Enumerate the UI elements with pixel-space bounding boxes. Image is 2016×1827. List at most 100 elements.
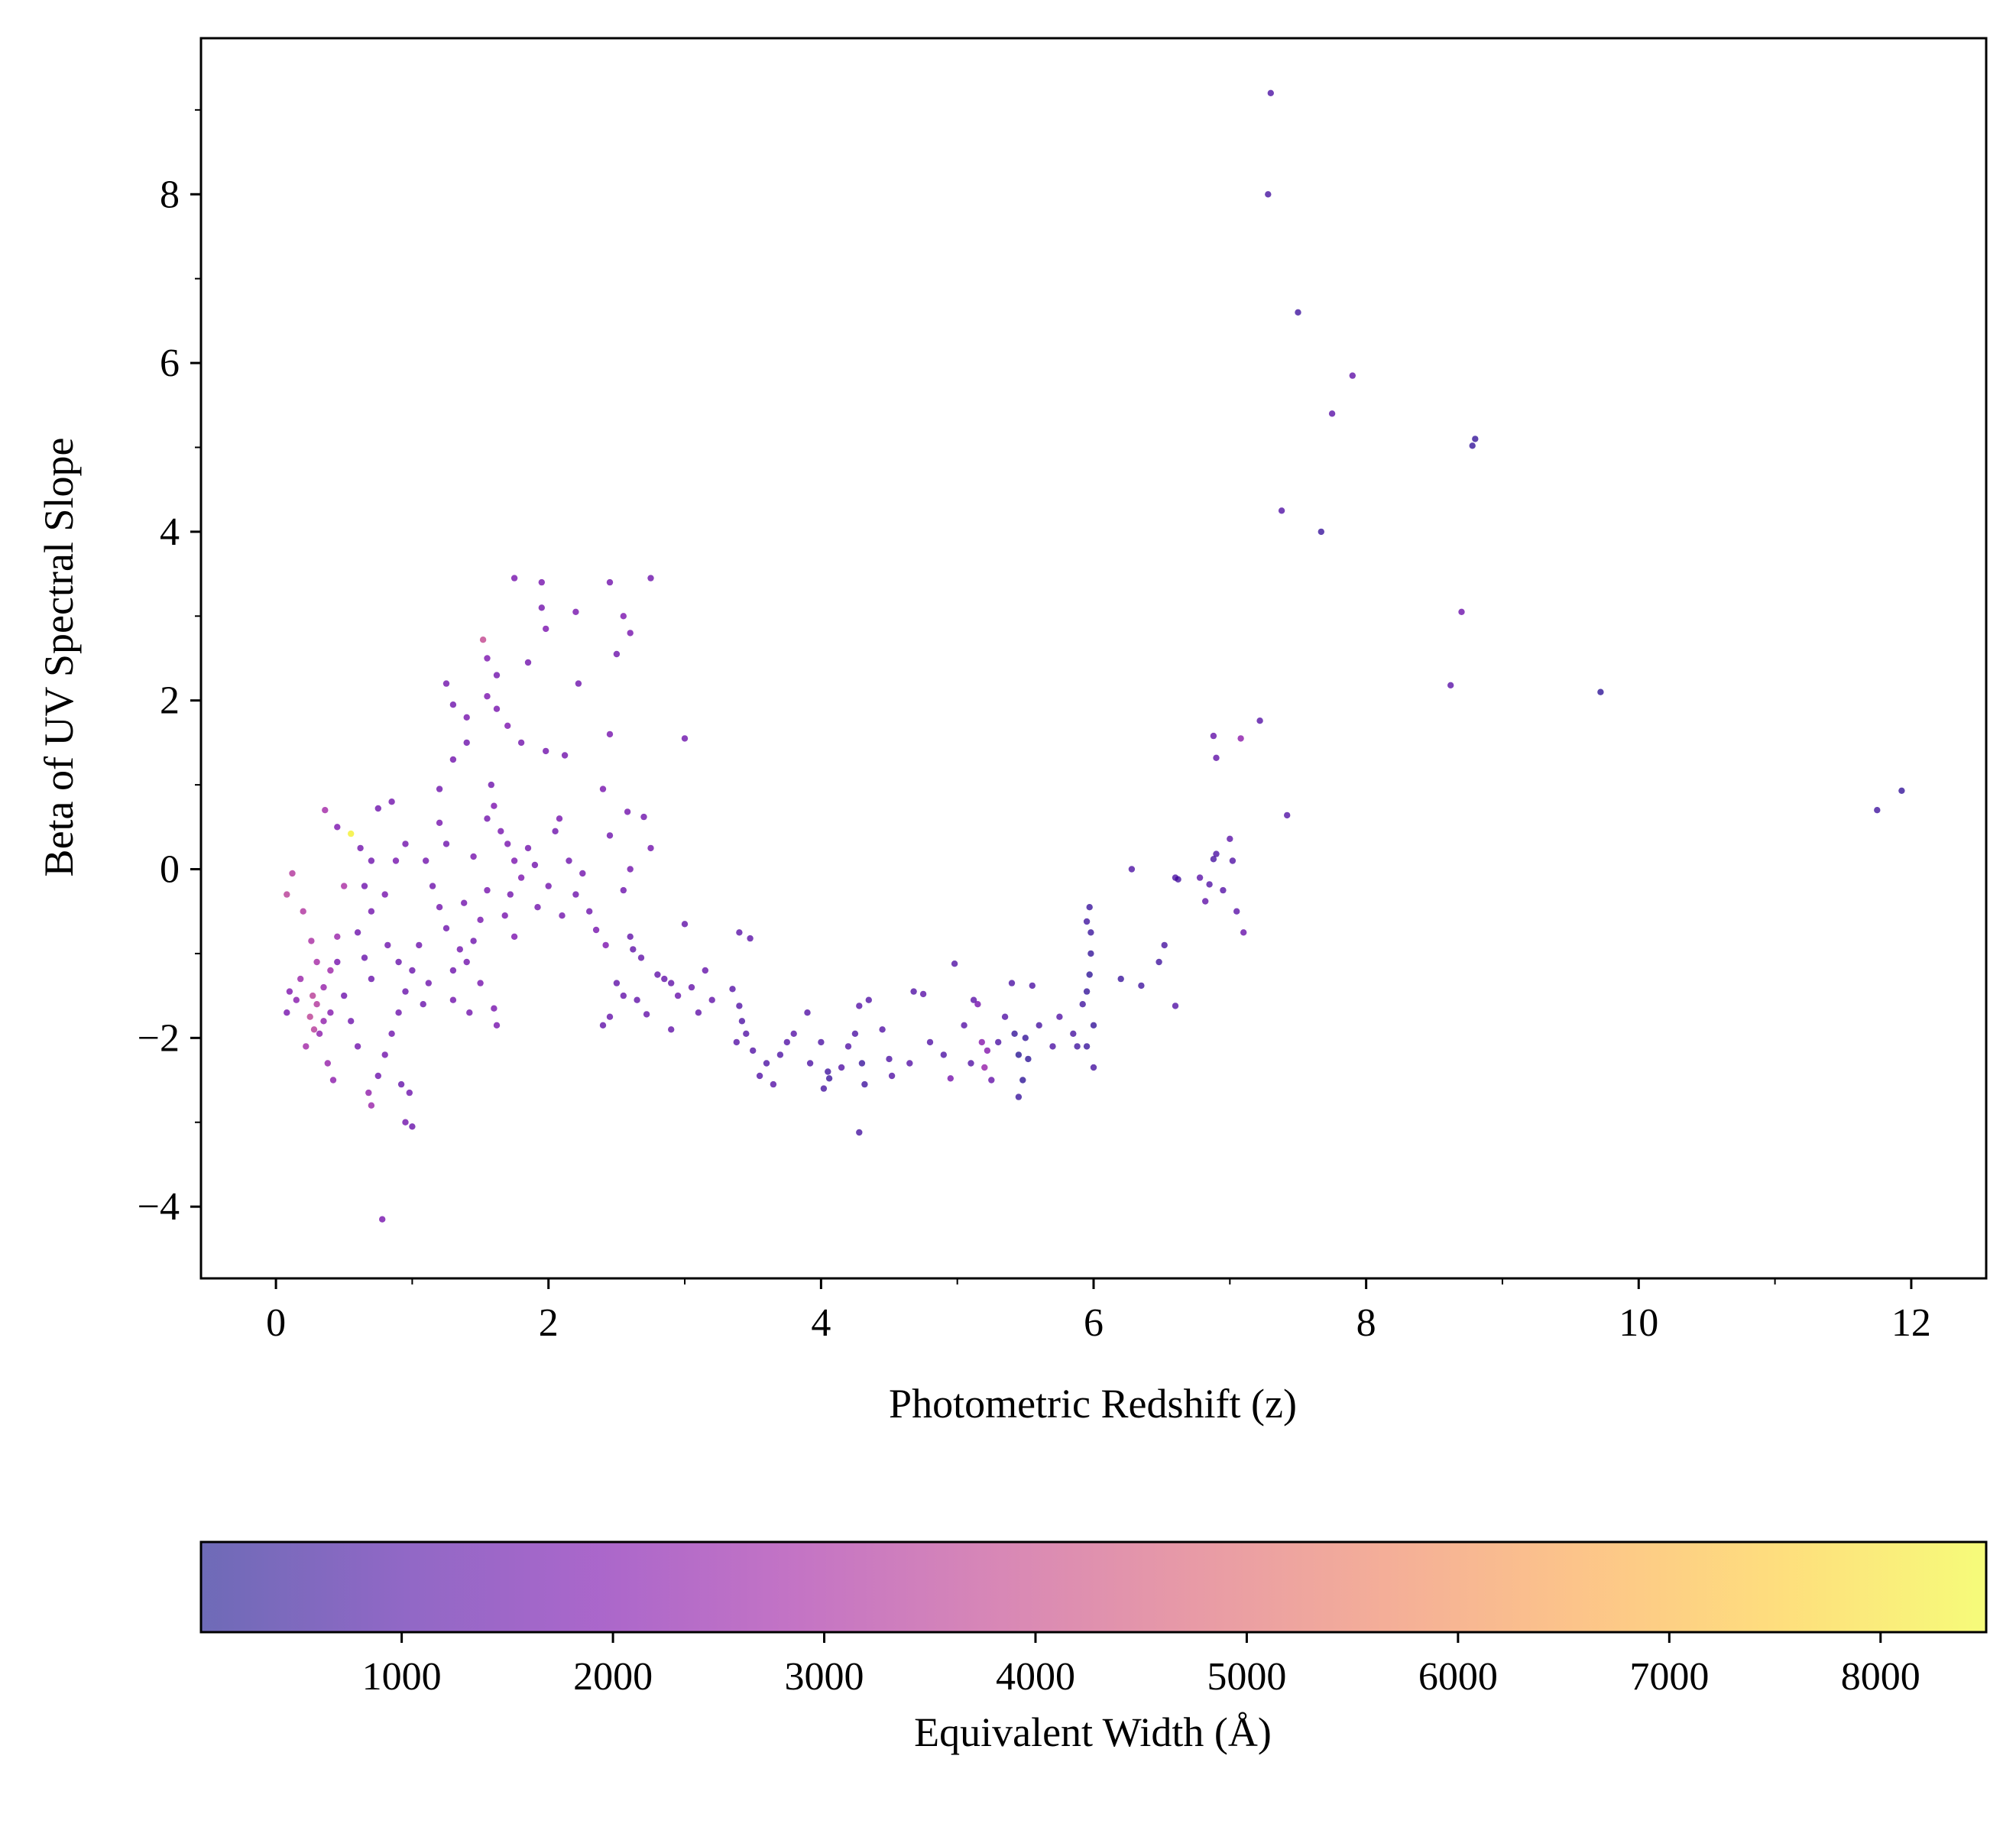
colorbar-tick-label: 8000 — [1841, 1655, 1920, 1699]
data-point — [524, 659, 532, 666]
data-point — [348, 830, 355, 837]
data-point — [357, 844, 364, 852]
data-point — [416, 941, 423, 949]
data-point — [1240, 929, 1247, 936]
y-tick-label: 0 — [160, 848, 180, 892]
data-point — [538, 604, 545, 611]
colorbar-tick-label: 7000 — [1629, 1655, 1709, 1699]
data-point — [708, 996, 715, 1003]
data-point — [1284, 811, 1291, 819]
data-point — [661, 975, 668, 983]
data-point — [368, 908, 375, 915]
data-point — [436, 819, 443, 827]
x-tick-label: 12 — [1891, 1301, 1931, 1345]
data-point — [510, 857, 518, 864]
data-point — [984, 1047, 991, 1054]
data-point — [556, 815, 563, 822]
data-point — [1447, 682, 1454, 688]
data-point — [586, 908, 593, 915]
data-point — [484, 693, 491, 700]
data-point — [284, 1009, 290, 1016]
data-point — [310, 1026, 318, 1033]
data-point — [395, 958, 402, 966]
data-point — [1213, 850, 1220, 857]
data-point — [702, 967, 708, 974]
data-point — [790, 1030, 797, 1038]
data-point — [736, 929, 743, 936]
data-point — [1029, 982, 1036, 990]
data-point — [384, 941, 391, 949]
data-point — [1019, 1077, 1026, 1084]
data-point — [770, 1080, 777, 1088]
y-tick-label: 2 — [160, 679, 180, 723]
x-tick-label: 8 — [1356, 1301, 1376, 1345]
data-point — [738, 1018, 746, 1025]
data-point — [368, 857, 375, 864]
data-point — [498, 828, 504, 835]
data-point — [491, 802, 498, 809]
data-points — [284, 89, 1905, 1223]
data-point — [637, 954, 645, 961]
data-point — [545, 883, 552, 889]
data-point — [1015, 1051, 1023, 1058]
data-point — [479, 637, 487, 643]
data-point — [327, 967, 334, 974]
data-point — [1056, 1013, 1063, 1020]
data-point — [303, 1043, 310, 1050]
data-point — [858, 1060, 866, 1067]
data-point — [463, 739, 470, 747]
data-point — [559, 912, 566, 919]
data-point — [910, 988, 917, 995]
data-point — [313, 958, 320, 966]
data-point — [361, 883, 368, 889]
data-point — [926, 1038, 934, 1046]
y-tick-label: 4 — [160, 510, 180, 554]
data-point — [620, 886, 627, 894]
data-point — [1086, 971, 1093, 978]
data-point — [1265, 191, 1272, 198]
data-point — [620, 613, 627, 620]
data-point — [1083, 1043, 1091, 1050]
data-point — [484, 655, 491, 662]
data-point — [1128, 866, 1136, 873]
data-point — [856, 1129, 863, 1136]
x-tick-label: 10 — [1619, 1301, 1658, 1345]
data-point — [1087, 929, 1094, 936]
data-point — [736, 1003, 743, 1009]
data-point — [320, 1018, 327, 1025]
data-point — [592, 926, 600, 934]
data-point — [293, 996, 300, 1003]
data-point — [733, 1038, 740, 1046]
colorbar-tick-label: 6000 — [1418, 1655, 1498, 1699]
data-point — [493, 672, 501, 679]
data-point — [838, 1064, 845, 1071]
data-point — [906, 1060, 913, 1067]
data-point — [856, 1003, 863, 1009]
data-point — [1011, 1030, 1018, 1038]
colorbar-tick-label: 4000 — [996, 1655, 1075, 1699]
data-point — [940, 1051, 948, 1058]
colorbar: 1000 2000 3000 4000 5000 6000 7000 8000 — [199, 1540, 1988, 1699]
data-point — [804, 1009, 811, 1016]
colorbar-title: Equivalent Width (Å) — [914, 1709, 1272, 1755]
data-point — [951, 960, 958, 967]
data-point — [599, 1022, 607, 1029]
data-point — [851, 1030, 859, 1038]
data-point — [1227, 835, 1233, 843]
data-point — [627, 866, 634, 873]
data-point — [776, 1051, 784, 1058]
data-point — [442, 925, 450, 932]
x-tick-label: 2 — [539, 1301, 559, 1345]
data-point — [517, 874, 525, 881]
data-point — [286, 988, 293, 995]
data-point — [947, 1075, 955, 1082]
data-point — [886, 1055, 893, 1063]
data-point — [634, 996, 640, 1003]
data-point — [374, 805, 381, 812]
data-point — [507, 891, 514, 898]
data-point — [510, 933, 518, 941]
data-point — [1295, 309, 1301, 316]
data-point — [297, 975, 304, 983]
data-point — [729, 986, 736, 993]
